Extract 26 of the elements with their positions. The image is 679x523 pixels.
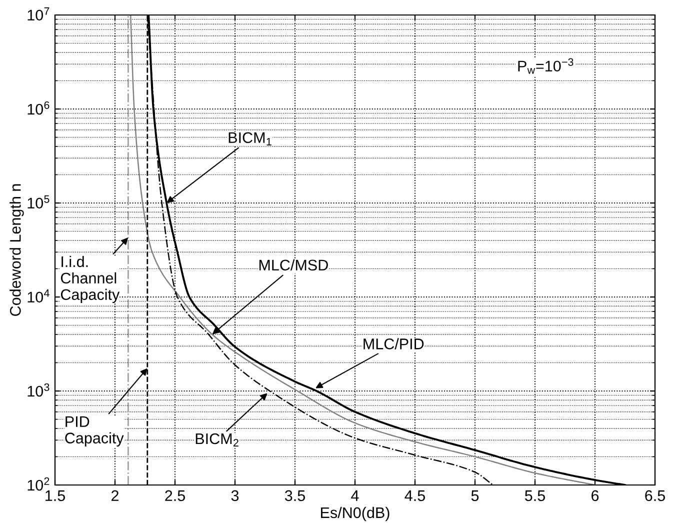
x-tick-label: 2 — [112, 490, 118, 501]
x-tick-label: 3.5 — [284, 490, 305, 502]
annotation: MLC/MSD — [259, 259, 328, 271]
x-tick-label: 2.5 — [165, 490, 185, 502]
y-tick-label: 10$^{5}$ — [28, 195, 50, 209]
x-tick-label: 3 — [231, 490, 239, 502]
y-tick-label: 10$^{7}$ — [28, 7, 50, 21]
x-tick-label: 4 — [351, 490, 359, 501]
x-axis-title: Es/N0(dB) — [321, 506, 390, 522]
annotation: I.i.d. Channel Capacity — [60, 256, 120, 304]
x-tick-label: 4.5 — [404, 490, 425, 502]
x-tick-label: 1.5 — [46, 490, 65, 502]
x-tick-label: 5 — [471, 490, 479, 502]
y-tick-label: 10$^{2}$ — [28, 477, 50, 491]
y-tick-label: 10$^{3}$ — [28, 383, 50, 397]
annotation: BICM$_{1}$ — [228, 132, 272, 146]
annotation: BICM$_{2}$ — [196, 433, 238, 446]
annotation: P$_{w}$=10$^{−3}$ — [518, 58, 574, 74]
x-tick-label: 6 — [592, 490, 599, 502]
annotation: PID Capacity — [65, 416, 124, 447]
x-tick-label: 5.5 — [524, 490, 545, 502]
y-tick-label: 10$^{4}$ — [28, 289, 50, 303]
x-tick-label: 6.5 — [645, 490, 665, 502]
y-axis-title: Codeword Length n — [10, 184, 24, 316]
y-tick-label: 10$^{6}$ — [28, 101, 50, 115]
annotation: MLC/PID — [364, 338, 424, 350]
